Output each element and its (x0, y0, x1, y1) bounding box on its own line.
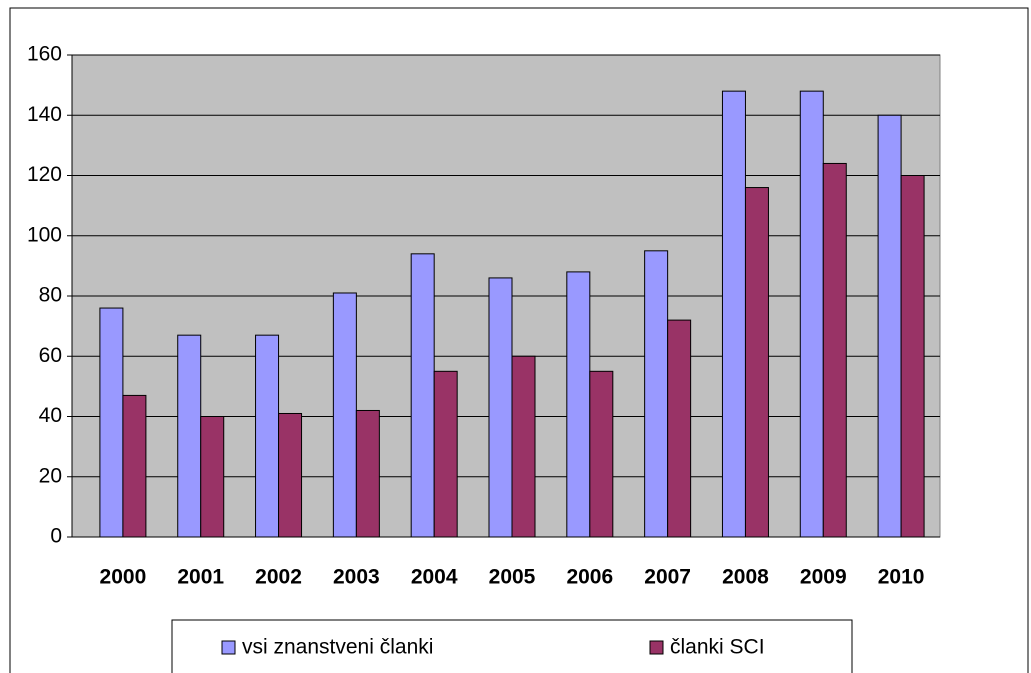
bar (177, 334, 202, 538)
x-tick-label: 2007 (644, 566, 691, 589)
x-tick-label: 2001 (177, 566, 224, 589)
bar (822, 162, 847, 538)
bar (355, 409, 380, 538)
bar (332, 292, 357, 538)
legend-label: vsi znanstveni članki (242, 636, 433, 659)
y-tick-label: 60 (39, 344, 62, 367)
y-tick-label: 0 (50, 525, 62, 548)
legend (171, 619, 853, 673)
x-tick-label: 2002 (255, 566, 302, 589)
x-tick-label: 2005 (489, 566, 536, 589)
legend-label: članki SCI (670, 636, 765, 659)
y-tick-label: 100 (27, 223, 62, 246)
bar (433, 370, 458, 538)
x-tick-label: 2009 (800, 566, 847, 589)
bar (511, 355, 536, 538)
x-tick-label: 2003 (333, 566, 380, 589)
bar (200, 416, 225, 538)
bar (99, 307, 124, 538)
bar (278, 412, 303, 538)
bar (877, 114, 902, 538)
y-tick-label: 140 (27, 103, 62, 126)
bar (744, 187, 769, 538)
bar (488, 277, 513, 538)
x-tick-label: 2010 (878, 566, 925, 589)
bar (900, 175, 925, 538)
y-tick-label: 160 (27, 43, 62, 66)
legend-swatch (649, 640, 664, 655)
y-tick-label: 120 (27, 163, 62, 186)
bar (566, 271, 591, 538)
bar (721, 90, 746, 538)
bar (667, 319, 692, 538)
legend-swatch (221, 640, 236, 655)
bar (255, 334, 280, 538)
y-tick-label: 80 (39, 284, 62, 307)
y-tick-label: 40 (39, 404, 62, 427)
y-tick-label: 20 (39, 464, 62, 487)
x-tick-label: 2008 (722, 566, 769, 589)
bar (644, 250, 669, 538)
x-tick-label: 2004 (411, 566, 458, 589)
bar (799, 90, 824, 538)
x-tick-label: 2000 (100, 566, 147, 589)
bar (410, 253, 435, 538)
bar (122, 394, 147, 538)
bar (589, 370, 614, 538)
x-tick-label: 2006 (566, 566, 613, 589)
